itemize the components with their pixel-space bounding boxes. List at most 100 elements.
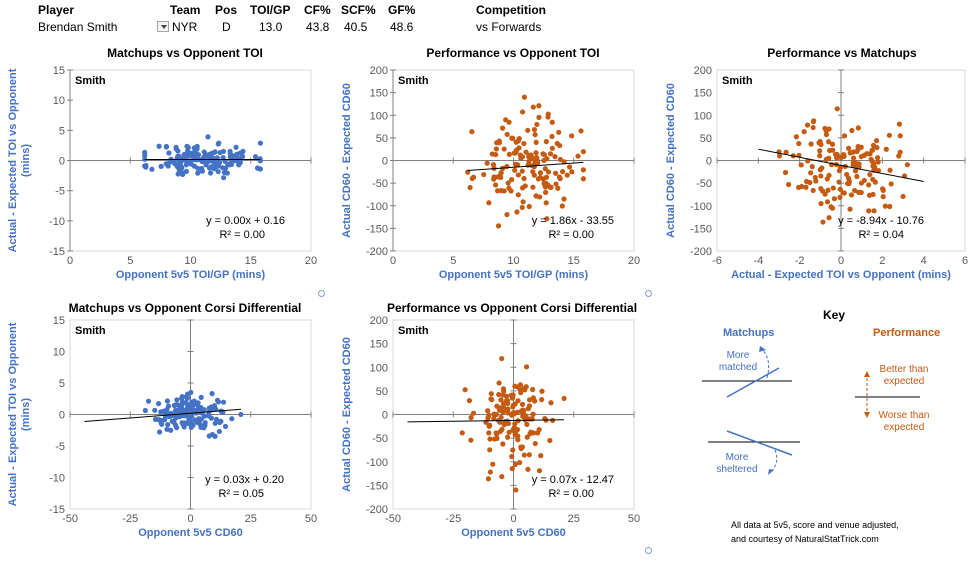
header-pos-label: Pos [215,3,238,17]
data-point [515,384,521,390]
data-point [509,466,515,472]
header-cf-label: CF% [304,3,331,17]
data-point [537,170,544,176]
data-point [530,386,536,393]
data-point [547,437,553,444]
data-point [537,194,543,200]
data-point [880,194,886,200]
data-point [553,181,559,187]
data-point [509,177,515,183]
data-point [488,391,494,397]
data-point [521,175,527,182]
chart-matchups-vs-opponent-toi[interactable]: Matchups vs Opponent TOI 0 5 10 15 20 -15 -10 -5… [7,46,317,281]
data-point [524,434,530,440]
data-point [200,407,206,413]
key-better-than-expected: Better than expected [879,364,929,387]
data-point [178,159,184,166]
trend-r-squared: R² = 0.05 [218,488,264,500]
data-point [521,140,527,147]
data-point [897,149,903,155]
key-graphics [702,346,920,475]
data-point [837,186,843,192]
data-point [189,399,195,405]
data-point [836,179,842,185]
data-point [510,447,516,453]
y-tick-label: 10 [53,347,65,359]
data-point [167,159,173,165]
data-point [847,150,853,156]
data-point [532,440,538,447]
data-point [486,412,492,418]
chart-performance-vs-opponent-toi[interactable]: Performance vs Opponent TOI 0 5 10 15 20 -200 -… [341,46,640,281]
data-point [854,173,860,180]
data-point [858,153,864,160]
data-point [807,179,813,186]
data-point [485,408,491,414]
data-point [486,200,492,206]
data-point [566,164,573,170]
chart-performance-vs-corsi[interactable]: Performance vs Opponent Corsi Differenti… [341,301,640,539]
resize-handle-3[interactable] [645,547,652,554]
data-point [491,174,497,180]
data-point [224,170,230,176]
data-point [776,153,783,159]
chart-title: Performance vs Opponent TOI [426,46,599,60]
data-point [580,149,586,155]
data-point [855,143,861,150]
data-point [462,387,468,393]
x-tick-label: 20 [305,255,317,267]
data-point [897,133,903,139]
data-point [852,187,858,194]
data-point [501,407,508,413]
data-point [499,474,505,480]
data-point [834,151,840,157]
chart-matchups-vs-corsi[interactable]: Matchups vs Opponent Corsi Differential -… [7,301,317,539]
resize-handle-1[interactable] [318,290,325,297]
resize-handle-2[interactable] [645,290,652,297]
data-point [152,407,158,413]
data-point [500,125,506,131]
data-point [194,146,200,152]
data-point [888,181,894,187]
data-point [541,152,547,158]
data-point [875,159,881,165]
data-point [164,426,170,432]
data-point [575,153,581,159]
data-point [887,167,893,173]
trend-equation: y = 0.03x + 0.20 [205,474,284,486]
y-tick-label: -150 [366,480,388,492]
data-point [487,469,493,475]
data-point [487,447,493,453]
data-point [548,184,554,190]
trend-r-squared: R² = 0.04 [858,229,904,241]
data-point [855,125,861,131]
y-tick-label: -200 [690,246,712,258]
data-point [553,170,559,176]
team-dropdown-icon[interactable] [157,21,169,32]
y-tick-label: -200 [366,504,388,516]
data-point [238,411,244,418]
data-point [818,186,824,192]
data-point [798,162,804,168]
footnote-line-2: and courtesy of NaturalStatTrick.com [731,534,879,544]
data-point [184,148,191,154]
y-tick-label: -100 [366,201,388,213]
data-point [578,128,584,134]
data-point [793,134,799,140]
header-cf-value: 43.8 [306,20,330,34]
data-point [819,165,825,171]
data-point [519,185,526,191]
data-point [887,203,893,210]
data-point [199,168,205,174]
data-point [216,428,222,435]
data-point [521,452,527,458]
chart-performance-vs-matchups[interactable]: Performance vs Matchups -6 -4 -2 0 2 4 6 -200 -15… [665,46,968,281]
data-point [511,425,517,431]
data-point [177,406,183,413]
data-point [509,135,515,141]
data-point [817,148,823,154]
data-point [496,391,502,398]
data-point [183,407,189,414]
data-point [467,184,473,191]
data-point [156,143,162,149]
